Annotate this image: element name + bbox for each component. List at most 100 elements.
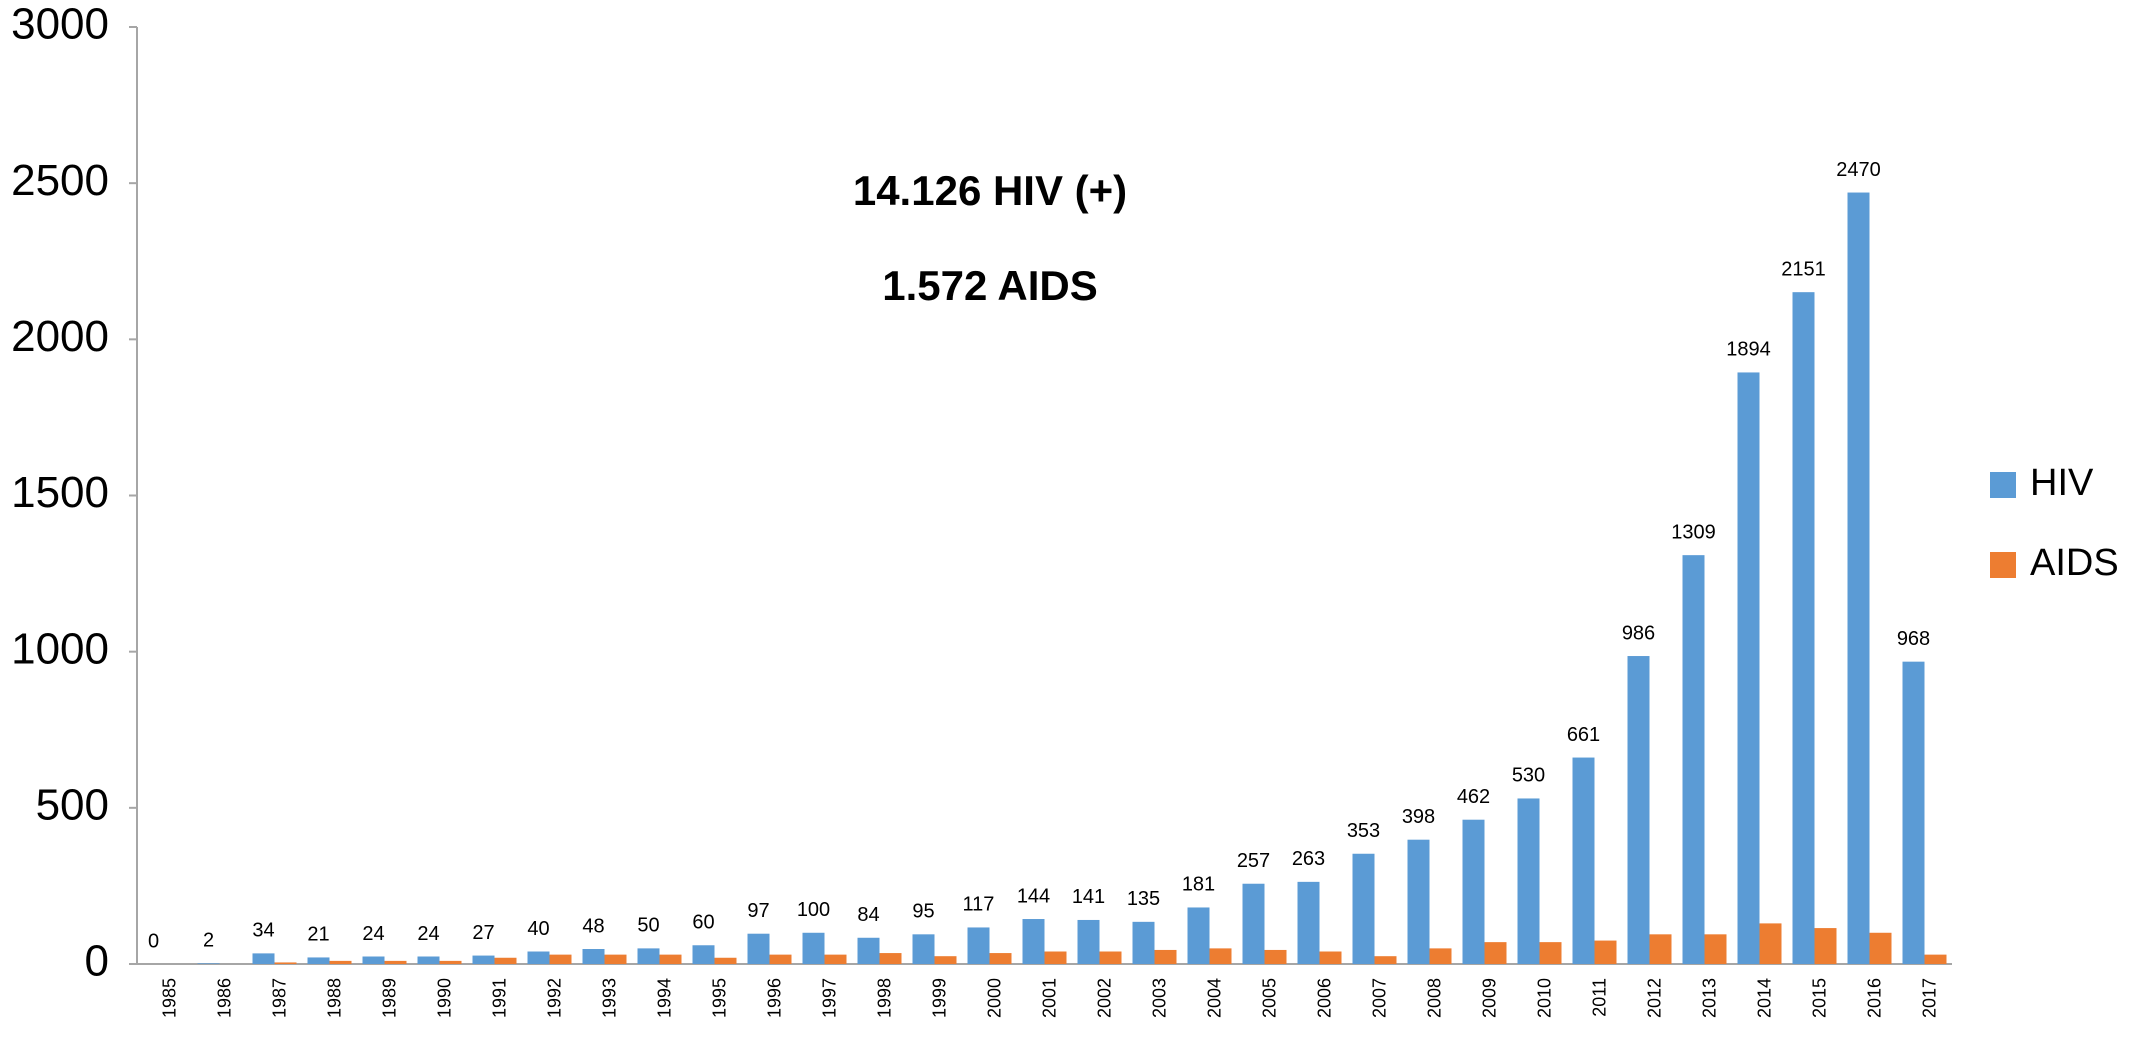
data-label: 48 [582, 915, 604, 937]
legend-swatch [1990, 472, 2016, 498]
x-tick-label: 2017 [1919, 978, 1939, 1018]
data-label: 353 [1347, 820, 1380, 842]
x-tick-label: 1986 [214, 978, 234, 1018]
x-tick-label: 1988 [324, 978, 344, 1018]
bar [1627, 656, 1650, 964]
bar [1649, 934, 1672, 964]
x-tick-label: 1991 [489, 978, 509, 1018]
bar [1792, 292, 1815, 964]
x-tick-label: 2001 [1039, 978, 1059, 1018]
data-label: 144 [1017, 885, 1050, 907]
x-tick-label: 2009 [1479, 978, 1499, 1018]
data-label: 24 [362, 923, 384, 945]
bar [549, 954, 572, 964]
bar [1429, 948, 1452, 964]
data-label: 1309 [1671, 521, 1716, 543]
data-label: 257 [1237, 850, 1270, 872]
x-tick-label: 1999 [929, 978, 949, 1018]
y-tick-label: 2500 [11, 156, 109, 205]
bar [857, 937, 880, 964]
bar [747, 933, 770, 964]
x-tick-label: 1997 [819, 978, 839, 1018]
data-label: 0 [148, 930, 159, 952]
bar [1099, 951, 1122, 964]
x-tick-label: 1995 [709, 978, 729, 1018]
bar [1319, 951, 1342, 964]
data-label: 398 [1402, 806, 1435, 828]
y-tick-label: 1500 [11, 468, 109, 517]
bar [1902, 661, 1925, 964]
bar [1737, 372, 1760, 964]
bar [934, 956, 957, 964]
bar [769, 954, 792, 964]
data-label: 141 [1072, 886, 1105, 908]
bar [307, 957, 330, 964]
bar [582, 949, 605, 964]
data-label: 95 [912, 901, 934, 923]
x-tick-label: 2000 [984, 978, 1004, 1018]
x-tick-label: 2012 [1644, 978, 1664, 1018]
bar [362, 956, 385, 964]
bar [384, 960, 407, 964]
bar [989, 953, 1012, 964]
data-label: 1894 [1726, 339, 1771, 361]
bar [1154, 949, 1177, 964]
bar [659, 954, 682, 964]
y-tick-label: 1000 [11, 624, 109, 673]
bar [417, 956, 440, 964]
data-label: 34 [252, 920, 274, 942]
data-label: 60 [692, 912, 714, 934]
bar [1869, 932, 1892, 964]
y-tick-label: 3000 [11, 0, 109, 49]
x-tick-label: 1994 [654, 978, 674, 1018]
x-tick-label: 1992 [544, 978, 564, 1018]
data-label: 462 [1457, 786, 1490, 808]
bar [197, 963, 220, 964]
bar [1297, 881, 1320, 964]
data-label: 2151 [1781, 258, 1826, 280]
x-tick-label: 2007 [1369, 978, 1389, 1018]
bar [1682, 555, 1705, 964]
y-tick-label: 500 [36, 780, 109, 829]
bar [439, 960, 462, 964]
bar [1132, 921, 1155, 964]
bar [1264, 949, 1287, 964]
data-label: 97 [747, 900, 769, 922]
bar [1187, 907, 1210, 964]
x-tick-label: 2010 [1534, 978, 1554, 1018]
bar [1539, 942, 1562, 964]
data-label: 181 [1182, 874, 1215, 896]
bar [879, 953, 902, 964]
annotation: 1.572 AIDS [882, 262, 1098, 309]
bar [824, 954, 847, 964]
data-label: 50 [637, 915, 659, 937]
legend-label: HIV [2030, 462, 2094, 504]
bar [1594, 940, 1617, 964]
bar [1572, 757, 1595, 964]
bar [692, 945, 715, 964]
annotation: 14.126 HIV (+) [853, 167, 1127, 214]
y-tick-label: 2000 [11, 312, 109, 361]
x-tick-label: 1987 [269, 978, 289, 1018]
bar [802, 932, 825, 964]
bar [1044, 951, 1067, 964]
bar [1374, 956, 1397, 964]
x-tick-label: 2006 [1314, 978, 1334, 1018]
bar [527, 951, 550, 964]
data-label: 661 [1567, 724, 1600, 746]
x-tick-label: 1985 [159, 978, 179, 1018]
x-tick-label: 1993 [599, 978, 619, 1018]
x-tick-label: 2015 [1809, 978, 1829, 1018]
x-tick-label: 1990 [434, 978, 454, 1018]
data-label: 530 [1512, 765, 1545, 787]
bar [1814, 928, 1837, 964]
bar [1759, 923, 1782, 964]
x-tick-label: 2005 [1259, 978, 1279, 1018]
data-label: 968 [1897, 628, 1930, 650]
x-tick-label: 1996 [764, 978, 784, 1018]
data-label: 40 [527, 918, 549, 940]
data-label: 2470 [1836, 159, 1881, 181]
bar [1517, 798, 1540, 964]
bar [1077, 919, 1100, 964]
data-label: 27 [472, 922, 494, 944]
